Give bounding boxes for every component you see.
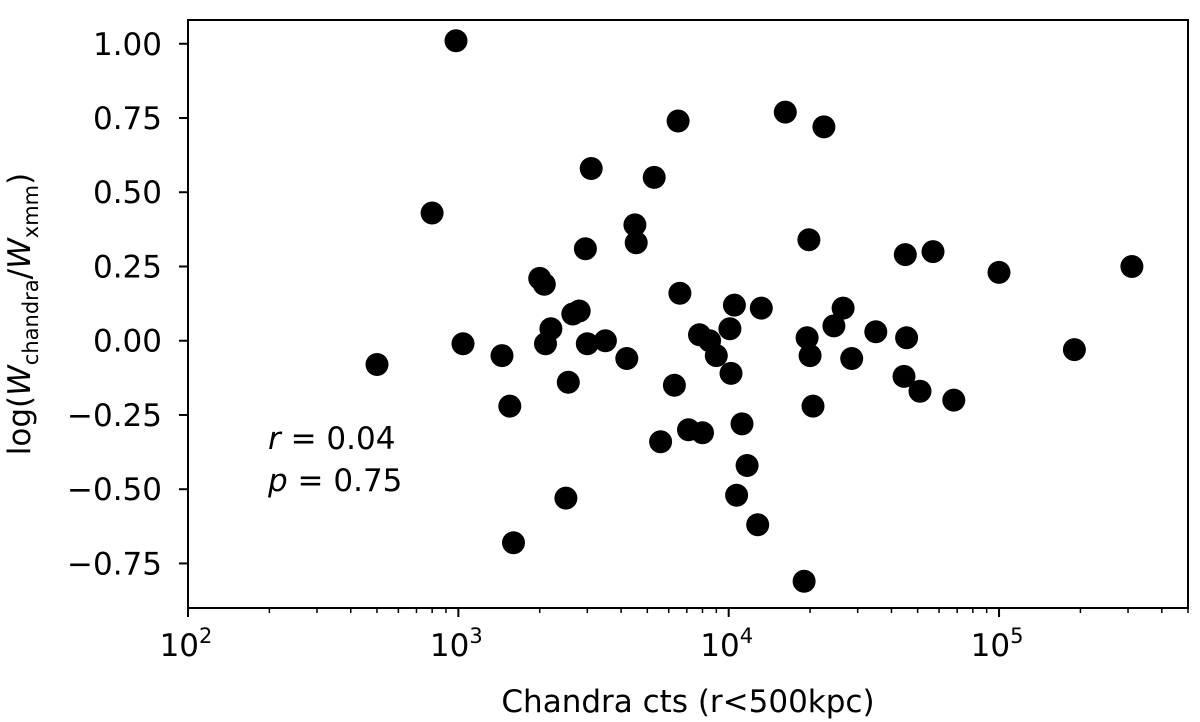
- data-point-35: [722, 293, 746, 317]
- data-point-25: [662, 373, 686, 397]
- data-point-56: [921, 240, 945, 264]
- y-tick-label-7: −0.50: [67, 472, 162, 508]
- data-point-1: [365, 353, 389, 376]
- data-point-39: [746, 513, 770, 537]
- data-point-53: [893, 243, 917, 267]
- data-point-13: [556, 370, 580, 394]
- data-point-50: [840, 347, 864, 370]
- data-point-60: [1120, 255, 1144, 278]
- points-layer: [365, 29, 1144, 593]
- data-point-32: [704, 344, 728, 368]
- y-tick-label-1: 1.00: [93, 27, 162, 63]
- data-point-26: [666, 109, 690, 133]
- x-tick-label-4: 105: [971, 624, 1024, 664]
- data-point-11: [539, 317, 563, 341]
- y-tick-label-4: 0.25: [93, 249, 162, 285]
- data-point-17: [575, 332, 599, 356]
- data-point-15: [567, 299, 591, 323]
- plot-frame: [187, 19, 1189, 609]
- data-point-52: [892, 364, 916, 388]
- data-point-34: [719, 361, 743, 385]
- x-tick-label-2: 103: [430, 624, 483, 664]
- data-point-40: [749, 296, 773, 320]
- data-point-4: [451, 332, 475, 356]
- data-point-58: [987, 260, 1011, 284]
- data-point-23: [642, 165, 666, 189]
- data-point-7: [502, 531, 525, 555]
- data-point-45: [798, 344, 822, 368]
- data-point-19: [593, 329, 617, 353]
- data-point-44: [797, 228, 821, 252]
- data-point-54: [895, 326, 919, 350]
- y-axis-label: log(Wchandra/Wxmm): [2, 173, 43, 455]
- data-point-43: [795, 326, 819, 350]
- data-point-2: [420, 201, 444, 225]
- correlation-r-annotation: r = 0.04: [268, 421, 395, 457]
- data-point-37: [730, 412, 754, 436]
- data-point-22: [624, 231, 648, 255]
- data-point-33: [718, 317, 742, 341]
- data-point-30: [691, 421, 714, 445]
- ticks-layer: 102 103 104 105 1.00 0.75 0.50 0.25 0.00 −0.25 −0.…: [67, 27, 1189, 664]
- data-point-38: [735, 454, 759, 477]
- data-point-46: [801, 394, 825, 418]
- data-point-18: [579, 157, 603, 180]
- p-value-annotation: p = 0.75: [267, 463, 402, 499]
- x-axis-label: Chandra cts (r<500kpc): [501, 684, 874, 720]
- data-point-36: [725, 483, 749, 507]
- data-point-6: [498, 394, 522, 418]
- data-point-12: [554, 486, 578, 510]
- data-point-51: [864, 320, 888, 344]
- data-point-5: [490, 344, 514, 368]
- data-point-24: [649, 430, 673, 454]
- data-point-20: [615, 347, 639, 370]
- data-point-27: [668, 281, 692, 305]
- data-point-42: [792, 569, 816, 593]
- data-point-59: [1062, 338, 1086, 362]
- y-tick-label-3: 0.50: [93, 175, 162, 211]
- data-point-16: [573, 237, 597, 261]
- y-tick-label-5: 0.00: [93, 324, 162, 360]
- y-tick-label-6: −0.25: [67, 398, 162, 434]
- y-tick-label-2: 0.75: [93, 101, 162, 137]
- data-point-55: [908, 379, 932, 403]
- data-point-21: [623, 213, 647, 237]
- x-tick-label-1: 102: [160, 624, 213, 664]
- data-point-41: [773, 100, 797, 124]
- y-tick-label-8: −0.75: [67, 546, 162, 582]
- data-point-9: [532, 272, 556, 296]
- data-point-48: [822, 314, 846, 338]
- x-tick-label-3: 104: [700, 624, 753, 664]
- data-point-49: [831, 296, 855, 320]
- data-point-57: [942, 388, 966, 412]
- data-point-3: [444, 29, 468, 53]
- data-point-47: [812, 115, 836, 139]
